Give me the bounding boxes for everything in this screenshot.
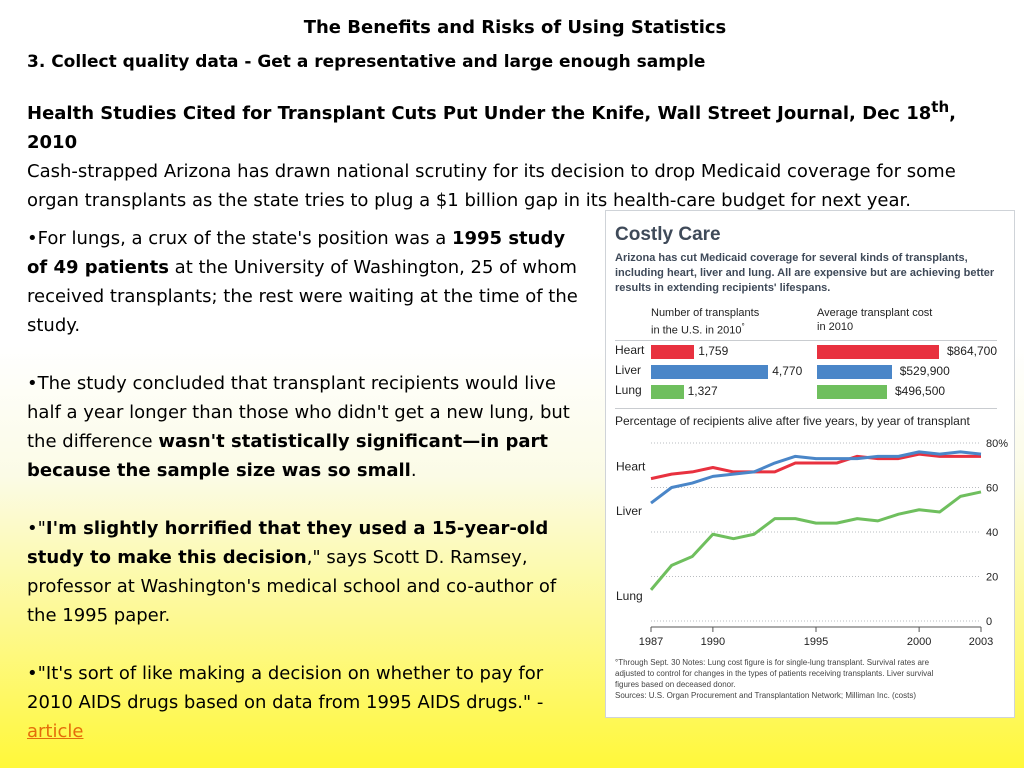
costly-care-infographic: Costly Care Arizona has cut Medicaid cov… [605, 210, 1015, 718]
bullet-bold: 1995 study of 49 patients [27, 228, 566, 278]
bullet-list: •For lungs, a crux of the state's positi… [27, 224, 587, 775]
transplants-header-line1: Number of transplants [651, 307, 760, 319]
bullet-bold: I'm slightly horrified that they used a … [27, 518, 549, 568]
cost-column-header: Average transplant cost in 2010 [817, 306, 932, 334]
y-tick-label: 80% [986, 438, 1008, 450]
survival-chart-title: Percentage of recipients alive after fiv… [615, 414, 970, 428]
footnote-mark: ° [741, 322, 745, 331]
series-label-liver: Liver [616, 504, 642, 518]
separator [615, 340, 997, 341]
cost-header-line1: Average transplant cost [817, 307, 933, 319]
slide-title: The Benefits and Risks of Using Statisti… [303, 17, 727, 38]
value-label-lung-count: 1,327 [687, 384, 718, 398]
category-label-liver: Liver [615, 363, 642, 377]
category-label-lung: Lung [615, 383, 642, 397]
headline-date-year: , 2010 [27, 103, 956, 153]
x-tick-label: 1995 [804, 636, 828, 648]
bullet-item-3: •"I'm slightly horrified that they used … [27, 514, 587, 630]
category-label-heart: Heart [615, 343, 645, 357]
bar-lung-cost [817, 385, 888, 399]
infographic-description: Arizona has cut Medicaid coverage for se… [615, 252, 995, 294]
bullet-item-2: •The study concluded that transplant rec… [27, 369, 587, 485]
series-label-heart: Heart [616, 460, 646, 474]
bullet-bold: wasn't statistically significant—in part… [27, 431, 549, 481]
separator [615, 408, 997, 409]
bar-liver-cost [817, 365, 892, 379]
infographic-title: Costly Care [615, 224, 721, 245]
bullet-item-4: •"It's sort of like making a decision on… [27, 659, 587, 746]
bullet-text: •" [27, 518, 46, 539]
article-link[interactable]: article [27, 721, 84, 742]
bar-heart-count [651, 345, 695, 359]
bullet-text: . [410, 460, 417, 481]
y-tick-label: 40 [986, 527, 998, 539]
value-label-lung-cost: $496,500 [894, 384, 946, 398]
intro-text: Cash-strapped Arizona has drawn national… [27, 161, 956, 211]
bullet-text: •For lungs, a crux of the state's positi… [27, 228, 452, 249]
article-intro: Health Studies Cited for Transplant Cuts… [27, 93, 1002, 215]
value-label-liver-cost: $529,900 [899, 364, 950, 378]
headline-text: Health Studies Cited for Transplant Cuts… [27, 103, 932, 124]
series-line-lung [649, 490, 982, 591]
x-tick-label: 1987 [639, 636, 663, 648]
transplants-column-header: Number of transplants in the U.S. in 201… [651, 306, 759, 338]
bar-heart-cost [817, 345, 939, 359]
bullet-text: •The study concluded that transplant rec… [27, 373, 570, 452]
survival-line-chart: 0 20 40 60 80% 1987 1990 1995 2000 2003 Heart Liver… [616, 438, 1008, 648]
value-label-heart-count: 1,759 [698, 344, 729, 358]
footnote-line: °Through Sept. 30 Notes: Lung cost figur… [615, 658, 930, 667]
transplants-header-line2: in the U.S. in 2010° [651, 320, 759, 338]
bullet-text: ," says Scott D. Ramsey, professor at Wa… [27, 547, 557, 626]
bar-liver-count [651, 365, 769, 379]
series-label-lung: Lung [616, 589, 643, 603]
x-tick-label: 2000 [907, 636, 931, 648]
cost-header-line2: in 2010 [817, 321, 854, 333]
headline-sup: th [931, 98, 950, 116]
bar-lung-count [651, 385, 684, 399]
x-tick-label: 1990 [701, 636, 725, 648]
footnote-sources: Sources: U.S. Organ Procurement and Tran… [615, 691, 917, 700]
y-tick-label: 60 [986, 483, 998, 495]
value-label-liver-count: 4,770 [772, 364, 803, 378]
x-tick-label: 2003 [969, 636, 993, 648]
footnote-line: adjusted to control for changes in the t… [615, 669, 934, 678]
article-headline: Health Studies Cited for Transplant Cuts… [27, 93, 1002, 157]
y-tick-label: 20 [986, 572, 998, 584]
y-tick-label: 0 [986, 616, 992, 628]
infographic-footnotes: °Through Sept. 30 Notes: Lung cost figur… [615, 657, 1007, 701]
bullet-text: at the University of Washington, 25 of w… [27, 257, 578, 336]
transplants-header-text: in the U.S. in 2010 [651, 324, 742, 337]
bullet-item-1: •For lungs, a crux of the state's positi… [27, 224, 587, 340]
series-line-heart [650, 452, 981, 481]
bullet-text: •"It's sort of like making a decision on… [27, 663, 544, 713]
slide-subtitle: 3. Collect quality data - Get a represen… [27, 52, 706, 72]
footnote-line: figures based on deceased donor. [615, 680, 736, 689]
series-line-liver [650, 450, 982, 505]
value-label-heart-cost: $864,700 [946, 344, 997, 358]
